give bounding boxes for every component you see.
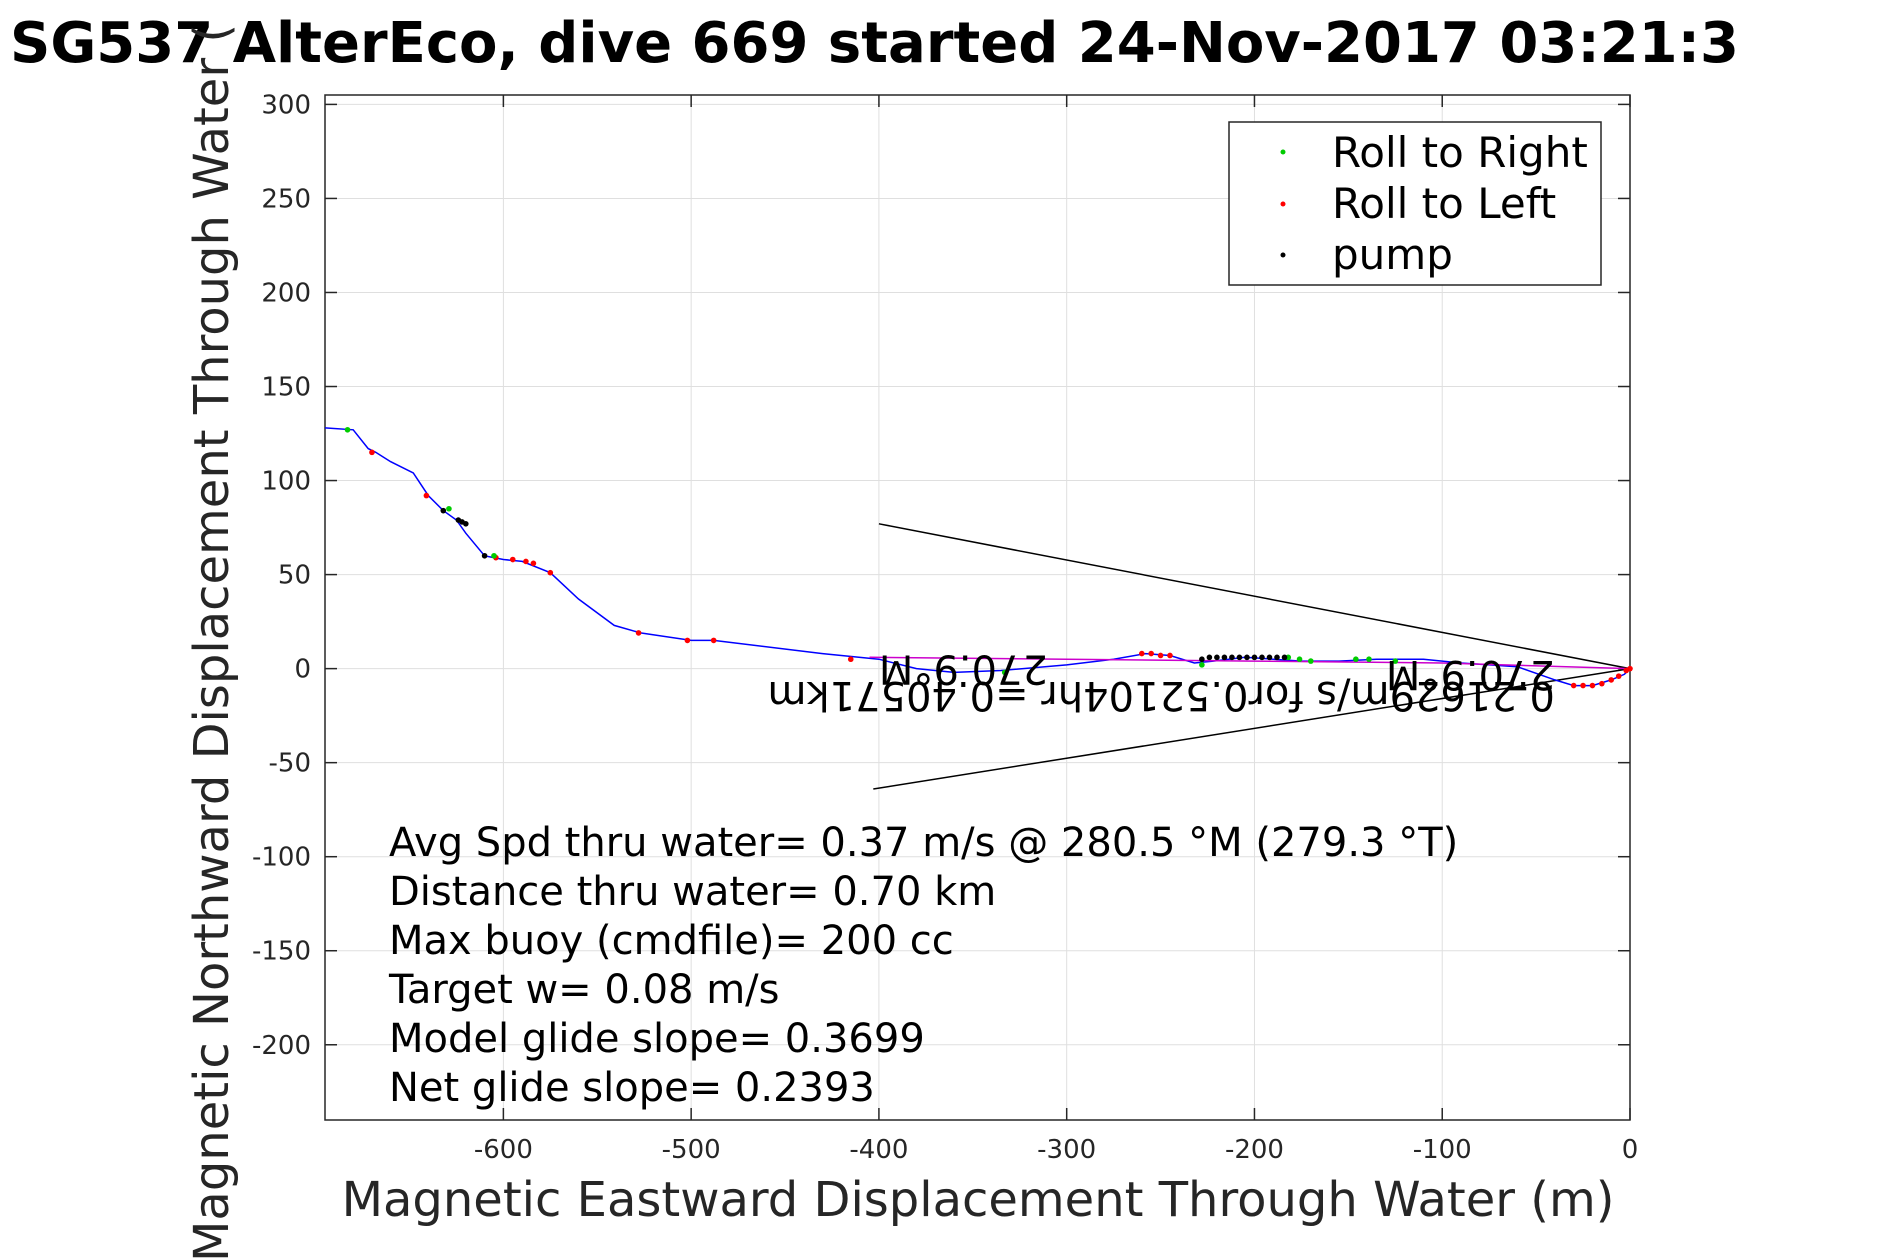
roll-left-point [1608, 677, 1615, 683]
pump-point [463, 521, 469, 527]
bearing-cone-label: 270.9°M [1386, 651, 1555, 697]
legend-roll-right-marker [1280, 149, 1286, 155]
dive-stats-line: Avg Spd thru water= 0.37 m/s @ 280.5 °M … [389, 820, 1458, 866]
x-tick-label: -100 [1413, 1135, 1472, 1165]
x-tick-label: -500 [662, 1135, 721, 1165]
bearing-cone-label: 0.21629m/s for0.52104hr =0.40571km [768, 672, 1555, 718]
pump-point [1274, 654, 1280, 661]
cone-label-layer: 270.9°M 270.9°M0.21629m/s for0.52104hr =0… [768, 646, 1555, 718]
y-tick-label: -100 [252, 843, 311, 873]
pump-point [1199, 656, 1205, 663]
roll-left-point [423, 492, 430, 499]
y-tick-label: -50 [269, 749, 311, 779]
y-tick-label: 0 [294, 655, 311, 685]
y-tick-label: 150 [261, 373, 311, 403]
stats-layer: Avg Spd thru water= 0.37 m/s @ 280.5 °M … [388, 820, 1458, 1111]
pump-point [1266, 654, 1273, 661]
y-axis-label: Magnetic Northward Displacement Through … [184, 24, 240, 1260]
roll-right-point [1199, 662, 1205, 668]
roll-right-point [1366, 656, 1372, 663]
plot-area-frame [324, 94, 1631, 1121]
legend-label-roll-left: Roll to Left [1332, 179, 1556, 228]
bearing-cone-label: 270.9°M [879, 646, 1048, 692]
roll-left-point [1589, 682, 1596, 689]
roll-right-point [1392, 658, 1399, 664]
x-tick-label: -300 [1037, 1135, 1096, 1165]
roll-left-point [847, 656, 854, 663]
pump-point [1281, 654, 1288, 661]
dive-stats-line: Model glide slope= 0.3699 [389, 1016, 925, 1062]
roll-left-point [1580, 682, 1586, 689]
roll-left-point [547, 569, 554, 576]
roll-right-point [1296, 656, 1303, 663]
pump-point [1259, 654, 1265, 661]
roll-left-point [1570, 682, 1577, 689]
roll-right-point [1307, 658, 1314, 664]
legend-box [1228, 121, 1602, 286]
roll-left-point [684, 637, 691, 644]
pump-point [440, 507, 447, 514]
x-tick-label: -600 [474, 1135, 533, 1165]
pump-point [1206, 654, 1213, 661]
roll-right-point [1001, 669, 1008, 676]
roll-left-point [369, 449, 375, 456]
y-tick-label: -200 [252, 1031, 311, 1061]
dive-stats-line: Distance thru water= 0.70 km [389, 869, 996, 915]
y-tick-label: -150 [252, 937, 311, 967]
roll-left-point [509, 556, 516, 563]
legend-label-roll-right: Roll to Right [1332, 128, 1588, 177]
marker-layer [344, 426, 1633, 689]
roll-right-point [491, 552, 497, 559]
y-tick-label: 50 [278, 561, 311, 591]
pump-point [1221, 654, 1228, 661]
legend-pump-marker [1280, 252, 1286, 258]
y-tick-label: 250 [261, 184, 311, 214]
dive-stats-line: Net glide slope= 0.2393 [389, 1065, 875, 1111]
roll-left-point [530, 560, 537, 567]
x-axis-label: Magnetic Eastward Displacement Through W… [342, 1172, 1615, 1228]
dive-stats-line: Target w= 0.08 m/s [388, 967, 779, 1013]
roll-left-point [1599, 680, 1605, 687]
roll-left-point [1167, 652, 1173, 659]
x-tick-label: -200 [1225, 1135, 1284, 1165]
legend-label-pump: pump [1332, 230, 1453, 279]
x-tick-label: 0 [1622, 1135, 1639, 1165]
bearing-cone-line [873, 667, 1631, 790]
roll-left-point [523, 558, 529, 565]
pump-point [481, 552, 488, 559]
roll-left-point [1138, 650, 1145, 657]
cone-layer [873, 523, 1631, 790]
y-tick-label: 300 [261, 90, 311, 120]
pump-point [1214, 654, 1220, 661]
roll-left-point [710, 637, 717, 644]
roll-left-point [1627, 665, 1633, 672]
legend-roll-left-marker [1280, 201, 1286, 207]
roll-right-point [1353, 656, 1359, 663]
roll-right-point [344, 426, 351, 433]
bearing-cone-line [878, 523, 1631, 670]
legend: Roll to Right Roll to Left pump [1228, 121, 1602, 286]
roll-left-point [1157, 652, 1164, 659]
pump-point [1251, 654, 1258, 661]
chart-title: SG537 AlterEco, dive 669 started 24-Nov-… [10, 11, 1739, 76]
roll-left-point [635, 630, 642, 636]
roll-left-point [1148, 650, 1154, 657]
dive-stats-line: Max buoy (cmdfile)= 200 cc [389, 918, 954, 964]
y-tick-label: 200 [261, 278, 311, 308]
tick-layer: -600 -500 -400 -300 -200 -100 0300250200150100… [252, 90, 1638, 1165]
pump-point [1236, 654, 1243, 661]
pump-point [1229, 654, 1235, 661]
pump-point [1244, 654, 1250, 661]
roll-right-point [446, 505, 452, 512]
current-line [869, 656, 1631, 670]
roll-left-point [1615, 673, 1622, 679]
y-tick-label: 100 [261, 467, 311, 497]
x-tick-label: -400 [849, 1135, 908, 1165]
